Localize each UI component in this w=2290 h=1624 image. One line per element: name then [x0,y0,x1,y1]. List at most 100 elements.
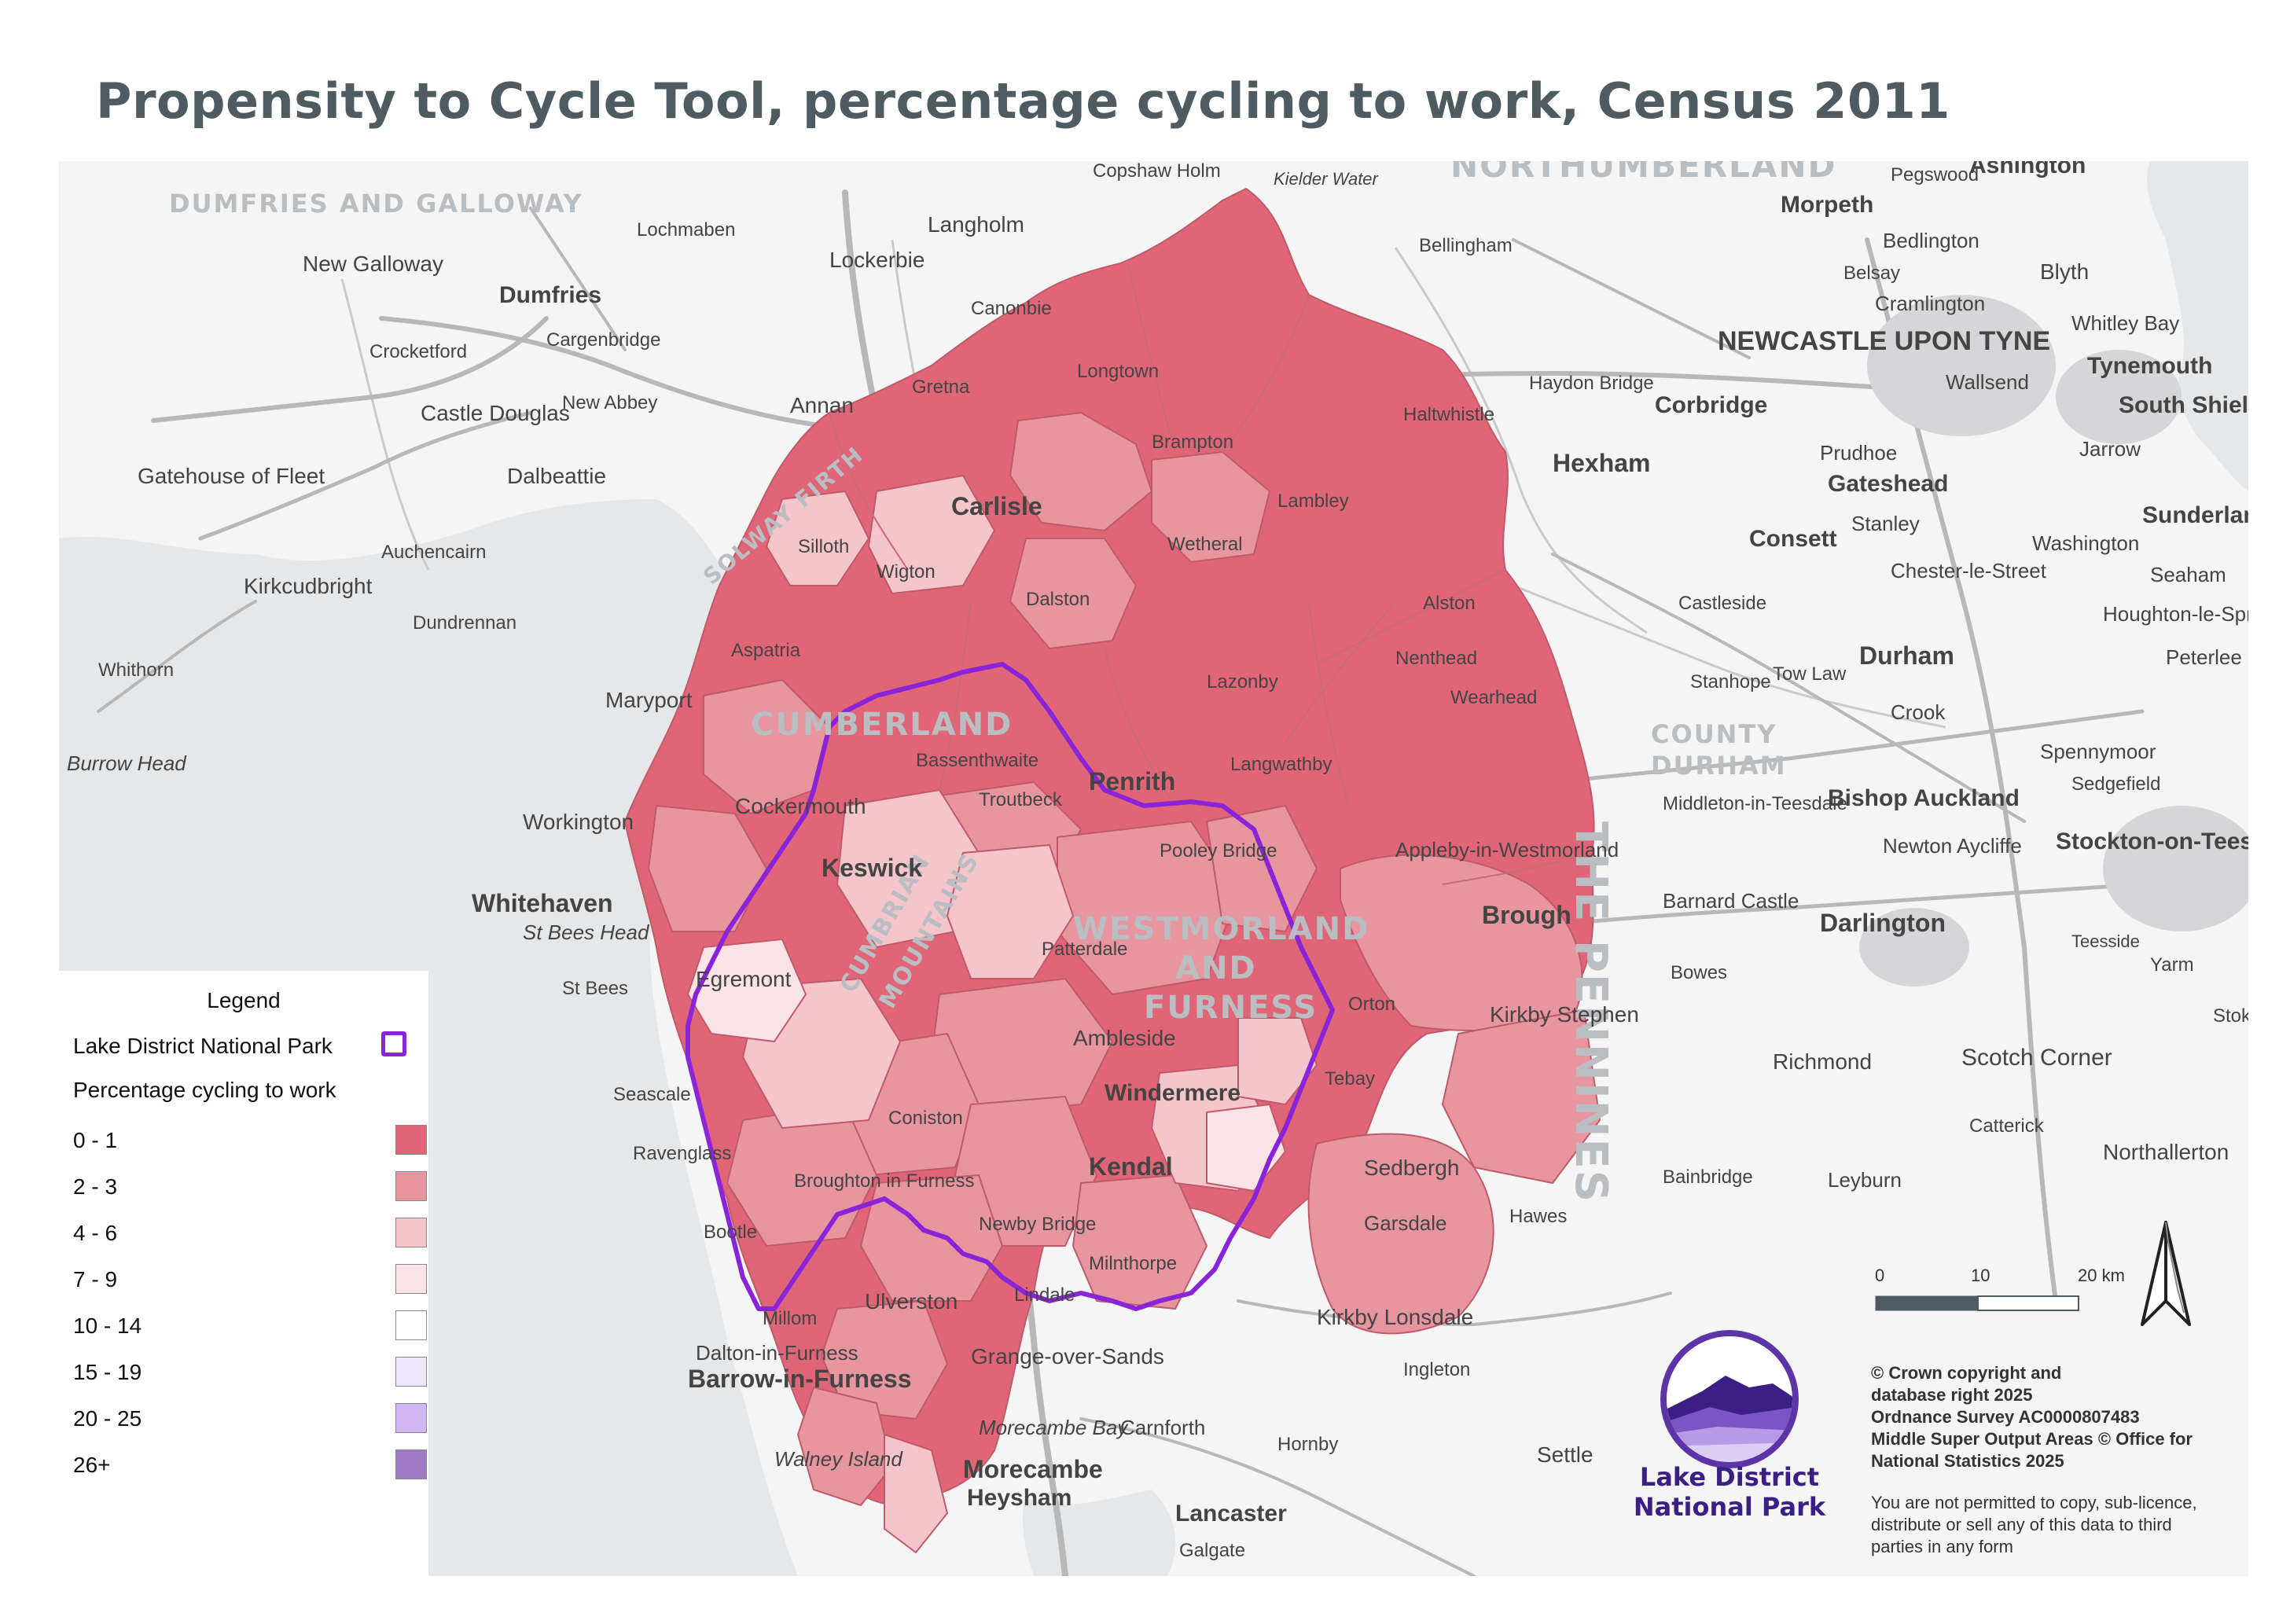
legend-class-4-6: 4 - 6 [73,1218,427,1249]
place-troutbeck: Troutbeck [979,789,1063,810]
place-millom: Millom [763,1308,817,1329]
place-alston: Alston [1423,593,1476,614]
place-castle-douglas: Castle Douglas [421,401,570,425]
place-wigton: Wigton [877,561,935,582]
place-labels: Dumfries Lockerbie Langholm Annan Gretna… [67,161,2248,1561]
place-broughton: Broughton in Furness [794,1170,974,1192]
place-egremont: Egremont [696,967,792,991]
legend-boundary-label: Lake District National Park [73,1034,333,1058]
place-kendal: Kendal [1089,1152,1173,1181]
copyright-line: © Crown copyright and [1871,1363,2062,1383]
zone-boundaries [829,263,1593,885]
logo-line-2: National Park [1633,1492,1826,1522]
place-gatehouse: Gatehouse of Fleet [138,464,325,488]
legend-class-swatch [395,1218,427,1247]
legend-class-label: 2 - 3 [73,1174,118,1199]
place-cockermouth: Cockermouth [735,794,866,818]
place-grange: Grange-over-Sands [971,1344,1164,1369]
map-canvas[interactable]: DUMFRIES AND GALLOWAY NORTHUMBERLAND CUM… [59,161,2248,1576]
place-tebay: Tebay [1325,1068,1375,1089]
place-lochmaben: Lochmaben [637,219,735,241]
place-whitehaven: Whitehaven [472,889,613,917]
place-milnthorpe: Milnthorpe [1089,1253,1177,1274]
place-sedbergh: Sedbergh [1364,1156,1459,1180]
place-silloth: Silloth [798,536,849,557]
lake-district-boundary[interactable] [686,662,1335,1311]
place-bowes: Bowes [1671,962,1727,983]
zone-silloth [766,491,869,586]
place-maryport: Maryport [605,688,693,712]
legend-class-label: 15 - 19 [73,1360,142,1384]
place-morecambe: Morecambe [963,1455,1103,1483]
place-patterdale: Patterdale [1042,939,1127,960]
zone-egremont [687,939,807,1042]
place-dumfries: Dumfries [499,282,601,308]
legend-class-swatch [395,1310,427,1340]
place-richmond: Richmond [1773,1049,1872,1074]
zone-walney [884,1434,948,1553]
map-frame[interactable]: DUMFRIES AND GALLOWAY NORTHUMBERLAND CUM… [59,161,2248,1576]
label-region-durham: DURHAM [1651,751,1787,781]
place-castleside: Castleside [1678,593,1766,614]
zone-thirlmere [947,844,1074,979]
place-hawes: Hawes [1509,1206,1567,1227]
place-blyth: Blyth [2040,259,2089,284]
label-region-county: COUNTY [1651,719,1777,749]
place-keswick: Keswick [822,854,922,882]
place-stanhope: Stanhope [1690,671,1771,693]
place-teesside: Teesside [2071,931,2140,951]
place-newcastle: NEWCASTLE UPON TYNE [1718,326,2050,356]
place-canonbie: Canonbie [971,298,1052,319]
legend-class-2-3: 2 - 3 [73,1171,427,1203]
place-settle: Settle [1537,1442,1593,1467]
sea-north-east [2147,161,2248,491]
place-orton: Orton [1348,994,1395,1015]
place-ashington: Ashington [1969,161,2086,178]
place-garsdale: Garsdale [1364,1211,1447,1235]
label-region-cumberland: CUMBERLAND [751,707,1013,743]
place-crocketford: Crocketford [369,341,467,362]
place-dalbeattie: Dalbeattie [507,464,606,488]
place-wetheral: Wetheral [1167,534,1243,555]
place-cargenbridge: Cargenbridge [546,329,660,351]
place-stanley: Stanley [1851,512,1920,535]
place-penrith: Penrith [1089,767,1175,795]
place-carnforth: Carnforth [1120,1416,1205,1439]
place-scotch-corner: Scotch Corner [1961,1045,2112,1071]
place-bootle: Bootle [704,1222,757,1243]
place-hexham: Hexham [1553,449,1651,477]
place-seaham: Seaham [2150,563,2226,586]
place-wallsend: Wallsend [1946,370,2029,394]
place-peterlee: Peterlee [2166,645,2242,669]
place-lindale: Lindale [1014,1284,1075,1306]
place-st-bees-head: St Bees Head [523,920,650,944]
legend-class-label: 4 - 6 [73,1221,118,1245]
legend-class-20-25: 20 - 25 [73,1403,427,1435]
label-region-westmorland: WESTMORLAND [1073,911,1369,947]
place-tow-law: Tow Law [1773,663,1847,685]
place-brough: Brough [1482,901,1571,929]
copyright-line: National Statistics 2025 [1871,1451,2064,1471]
place-heysham: Heysham [967,1485,1071,1511]
place-haydon-bridge: Haydon Bridge [1529,373,1654,394]
place-copshaw-holm: Copshaw Holm [1093,161,1221,182]
place-wearhead: Wearhead [1450,687,1537,708]
place-crook: Crook [1891,700,1946,724]
permission-line: parties in any form [1871,1537,2013,1556]
place-haltwhistle: Haltwhistle [1403,404,1494,425]
zone-dalston [1009,538,1137,649]
place-longtown: Longtown [1077,361,1159,382]
legend-class-label: 10 - 14 [73,1314,142,1338]
place-stockton: Stockton-on-Tees [2056,829,2248,854]
place-bainbridge: Bainbridge [1663,1167,1753,1188]
copyright-line: database right 2025 [1871,1385,2033,1405]
place-bishop-auckland: Bishop Auckland [1828,785,2020,811]
zone-carlisle-south [1009,412,1152,531]
zone-kirkby-stephen [1442,1009,1601,1184]
place-darlington: Darlington [1820,909,1946,937]
place-ravenglass: Ravenglass [633,1143,731,1164]
zone-workington [648,805,767,932]
label-region-northumberland: NORTHUMBERLAND [1450,161,1836,185]
place-jarrow: Jarrow [2079,437,2141,461]
legend-class-label: 7 - 9 [73,1267,118,1291]
